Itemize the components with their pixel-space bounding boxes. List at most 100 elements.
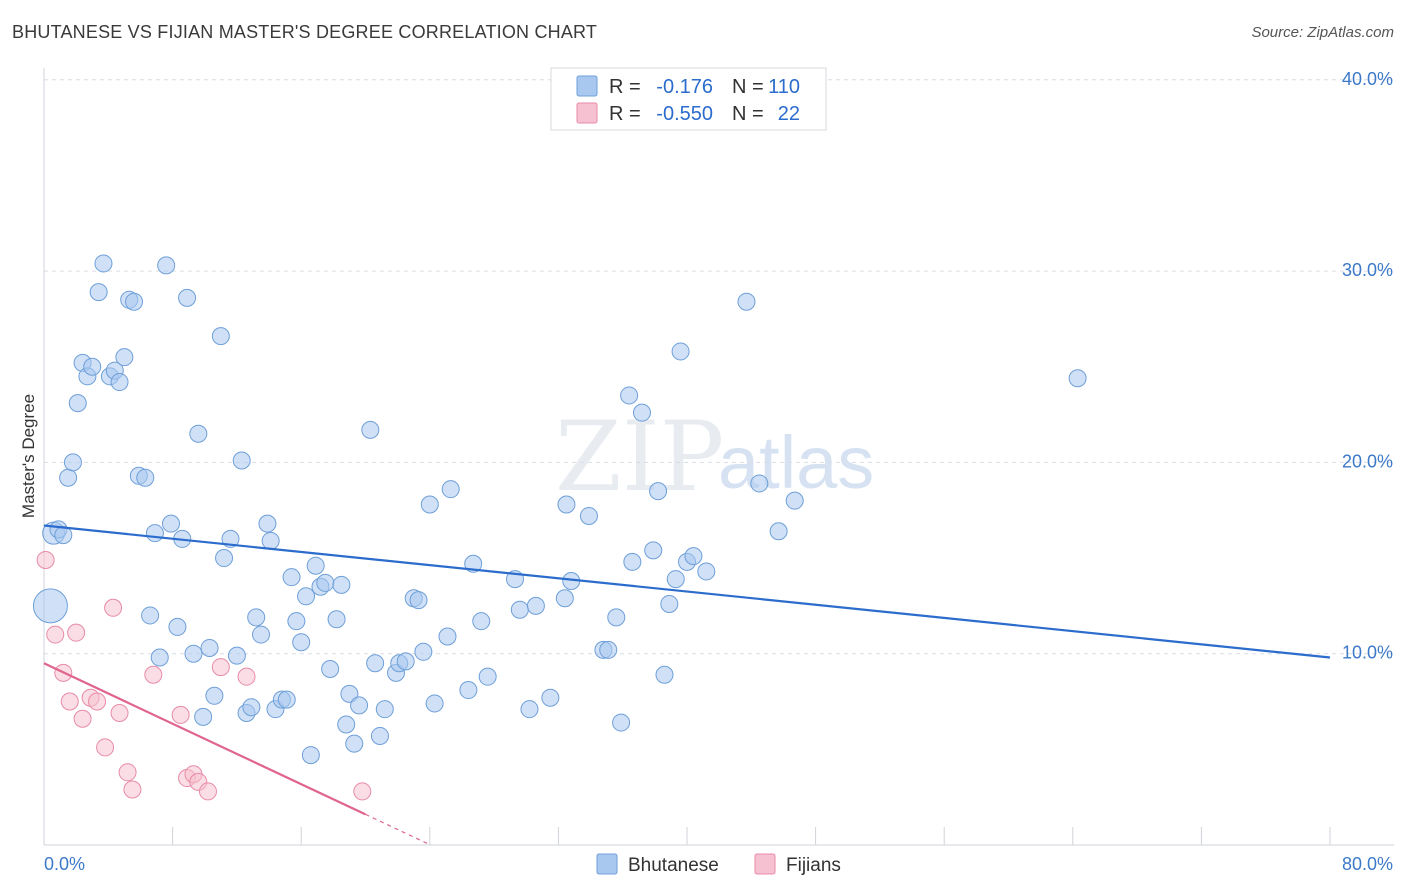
fijians-point [36, 550, 55, 569]
bhutanese-point [306, 556, 325, 575]
bottom-legend-swatch-bhutanese [596, 853, 618, 875]
bhutanese-point [555, 589, 574, 608]
bhutanese-point [89, 283, 108, 302]
bhutanese-point [623, 552, 642, 571]
y-tick-label: 30.0% [1342, 260, 1393, 280]
bhutanese-point [83, 357, 102, 376]
bhutanese-point [612, 713, 631, 732]
bhutanese-point [63, 453, 82, 472]
fijians-points [36, 550, 372, 801]
bhutanese-points [32, 254, 1087, 765]
legend-n-label-bhutanese: N = [732, 76, 764, 98]
fijians-trend-line [43, 662, 366, 816]
source-label: Source: ZipAtlas.com [1251, 24, 1394, 41]
bhutanese-point [321, 660, 340, 679]
bhutanese-point [370, 726, 389, 745]
y-tick-label: 20.0% [1342, 451, 1393, 471]
bottom-legend-bhutanese: Bhutanese [628, 855, 719, 876]
bhutanese-point [32, 588, 68, 624]
bhutanese-point [297, 587, 316, 606]
legend-n-value-bhutanese: 110 [768, 76, 800, 98]
axes [43, 68, 1394, 846]
bhutanese-point [526, 596, 545, 615]
correlation-legend: R = -0.176 N = 110 R = -0.550 N = 22 [550, 67, 827, 131]
bhutanese-point [684, 547, 703, 566]
bhutanese-point [649, 482, 668, 501]
bhutanese-point [478, 667, 497, 686]
y-tick-label: 10.0% [1342, 643, 1393, 663]
fijians-point [96, 738, 115, 757]
bhutanese-point [115, 348, 134, 367]
bhutanese-trend-line [43, 524, 1331, 659]
bhutanese-point [361, 420, 380, 439]
bhutanese-point [375, 700, 394, 719]
bhutanese-point [215, 549, 234, 568]
bhutanese-point [750, 474, 769, 493]
bhutanese-point [168, 617, 187, 636]
bottom-legend-swatch-fijians [754, 853, 776, 875]
bhutanese-point [332, 575, 351, 594]
bhutanese-point [420, 495, 439, 514]
bhutanese-point [472, 612, 491, 631]
bhutanese-point [110, 373, 129, 392]
bhutanese-point [607, 608, 626, 627]
bhutanese-point [459, 681, 478, 700]
gridlines [44, 79, 1394, 655]
bhutanese-point [345, 734, 364, 753]
bhutanese-point [178, 288, 197, 307]
bhutanese-point [666, 570, 685, 589]
fijians-point [123, 780, 142, 799]
fijians-point [67, 623, 86, 642]
fijians-point [46, 625, 65, 644]
bhutanese-point [292, 633, 311, 652]
bhutanese-point [660, 594, 679, 613]
bhutanese-point [632, 403, 651, 422]
bhutanese-point [68, 394, 87, 413]
bhutanese-point [141, 606, 160, 625]
bhutanese-point [785, 491, 804, 510]
legend-r-label-fijians: R = [609, 103, 641, 125]
bhutanese-point [396, 652, 415, 671]
fijians-point [144, 665, 163, 684]
x-tick-label: 0.0% [44, 854, 85, 874]
bhutanese-point [145, 524, 164, 543]
bhutanese-point [184, 644, 203, 663]
bhutanese-point [247, 608, 266, 627]
bhutanese-point [620, 386, 639, 405]
fijians-point [211, 658, 230, 677]
fijians-point [104, 598, 123, 617]
bhutanese-point [125, 292, 144, 311]
fijians-point [237, 667, 256, 686]
bhutanese-point [425, 694, 444, 713]
fijians-trend-extension [365, 813, 431, 846]
bhutanese-point [252, 625, 271, 644]
bhutanese-point [194, 707, 213, 726]
series-legend: Bhutanese Fijians [596, 853, 841, 876]
bhutanese-point [59, 468, 78, 487]
legend-r-value-bhutanese: -0.176 [656, 76, 713, 98]
bhutanese-point [510, 600, 529, 619]
bhutanese-point [557, 495, 576, 514]
bhutanese-point [277, 690, 296, 709]
bhutanese-point [599, 640, 618, 659]
bhutanese-point [1068, 369, 1087, 388]
bhutanese-point [258, 514, 277, 533]
bhutanese-point [350, 696, 369, 715]
bhutanese-point [189, 424, 208, 443]
fijians-point [353, 782, 372, 801]
bhutanese-point [157, 256, 176, 275]
bhutanese-point [161, 514, 180, 533]
bhutanese-point [337, 715, 356, 734]
bhutanese-point [232, 451, 251, 470]
bhutanese-point [655, 665, 674, 684]
fijians-point [171, 705, 190, 724]
bhutanese-point [671, 342, 690, 361]
x-tick-label: 80.0% [1342, 854, 1393, 874]
y-tick-labels: 10.0% 20.0% 30.0% 40.0% [1342, 69, 1393, 663]
legend-r-value-fijians: -0.550 [656, 103, 713, 125]
bhutanese-point [211, 327, 230, 346]
bhutanese-point [340, 684, 359, 703]
bhutanese-point [301, 746, 320, 765]
legend-swatch-fijians [576, 102, 598, 124]
